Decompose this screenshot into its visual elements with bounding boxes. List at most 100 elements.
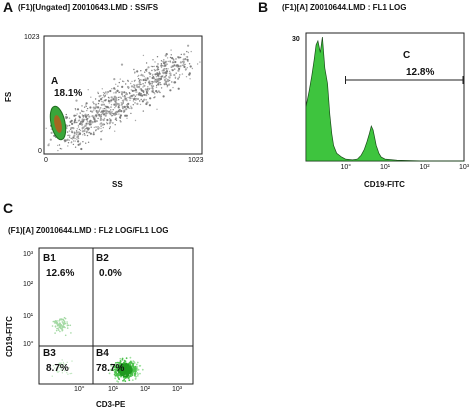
ss-fs-dot [100, 117, 102, 119]
cd3-cd19-dot [114, 377, 117, 380]
cd3-cd19-dot [61, 359, 63, 361]
ss-fs-dot [116, 111, 118, 113]
cd3-cd19-dot [61, 329, 63, 332]
ss-fs-dot [85, 122, 88, 125]
ss-fs-dot [137, 75, 139, 78]
cd3-cd19-dot [66, 323, 68, 325]
cd3-cd19-dot [129, 365, 132, 368]
cd3-cd19-dot [115, 374, 118, 377]
ss-fs-dot [151, 76, 154, 80]
ss-fs-dot [79, 132, 81, 134]
ss-fs-dot [75, 114, 77, 117]
ss-fs-dot [117, 106, 120, 109]
cd3-cd19-dot [63, 322, 66, 324]
cd3-cd19-dot [57, 371, 59, 374]
ss-fs-dot [68, 136, 71, 138]
ss-fs-dot [69, 120, 72, 123]
ss-fs-dot [102, 94, 105, 96]
ss-fs-dot [148, 104, 151, 107]
ss-fs-dot [121, 99, 124, 102]
ss-fs-dot [129, 97, 131, 100]
ss-fs-dot [106, 110, 109, 113]
ss-fs-dot [136, 85, 139, 88]
ss-fs-dot [157, 63, 159, 65]
ss-fs-dot [151, 89, 154, 91]
cd3-cd19-dot [124, 363, 126, 366]
cd3-cd19-dot [66, 321, 68, 323]
ss-fs-dot [139, 100, 141, 102]
cd3-cd19-dot [117, 366, 119, 369]
ss-fs-dot [77, 143, 80, 146]
ss-fs-dot [96, 110, 100, 113]
panel-letter-b: B [258, 0, 269, 15]
ss-fs-dot [144, 88, 147, 90]
panel-a-y-tick-top: 1023 [24, 34, 40, 41]
ss-fs-dot [86, 109, 88, 112]
ss-fs-dot [156, 69, 158, 71]
ss-fs-dot [130, 105, 132, 108]
ss-fs-dot [95, 121, 97, 123]
ss-fs-dot [101, 100, 103, 103]
cd3-cd19-dot [59, 324, 61, 327]
ss-fs-dot [121, 93, 123, 96]
ss-fs-dot [74, 109, 77, 111]
ss-fs-dot [60, 148, 63, 150]
ss-fs-dot [77, 124, 80, 127]
ss-fs-dot [133, 68, 135, 71]
panel-c-x-tick: 10¹ [108, 386, 119, 393]
ss-fs-dot [181, 73, 184, 75]
ss-fs-dot [138, 92, 141, 95]
ss-fs-dot [154, 96, 156, 98]
ss-fs-dot [85, 102, 88, 105]
ss-fs-dot [76, 121, 78, 124]
ss-fs-dot [100, 103, 103, 106]
ss-fs-dot [120, 63, 124, 66]
cd3-cd19-dot [51, 325, 54, 327]
ss-fs-dot [151, 90, 154, 93]
ss-fs-dot [149, 84, 151, 86]
cd19-fitc-histogram-area [305, 36, 464, 162]
cd3-cd19-dot [55, 369, 57, 371]
cd3-cd19-dot [56, 324, 59, 327]
ss-fs-dot [134, 88, 137, 91]
ss-fs-dot [151, 83, 153, 85]
panel-c-y-tick: 10° [23, 341, 34, 348]
ss-fs-dot [84, 124, 87, 127]
panel-c-x-tick: 10² [140, 386, 151, 393]
ss-fs-dot [142, 91, 145, 94]
ss-fs-dot [105, 108, 107, 110]
ss-fs-dot [177, 70, 179, 72]
ss-fs-dot [76, 128, 78, 130]
ss-fs-dot [182, 60, 185, 64]
ss-fs-dot [95, 119, 97, 122]
ss-fs-dot [184, 63, 186, 66]
ss-fs-dot [97, 117, 99, 120]
ss-fs-dot [168, 76, 171, 79]
ss-fs-dot [168, 83, 171, 86]
cd3-cd19-dot [58, 326, 61, 328]
ss-fs-dot [95, 110, 97, 112]
ss-fs-dot [145, 99, 148, 101]
ss-fs-dot [72, 140, 75, 142]
ss-fs-dot [144, 77, 146, 79]
ss-fs-dot [182, 58, 185, 61]
ss-fs-dot [90, 122, 92, 124]
ss-fs-dot [184, 58, 186, 60]
ss-fs-dot [63, 139, 66, 142]
ss-fs-dot [66, 125, 69, 128]
ss-fs-dot [110, 106, 112, 108]
ss-fs-dot [187, 60, 189, 62]
ss-fs-dot [172, 65, 174, 68]
ss-fs-dot [84, 115, 87, 117]
ss-fs-dot [154, 78, 156, 81]
ss-fs-dot [163, 77, 165, 79]
ss-fs-dot [121, 105, 124, 109]
panel-b-histogram [305, 32, 465, 162]
cd3-cd19-dot [54, 332, 56, 334]
cd3-cd19-dot [119, 368, 122, 371]
ss-fs-dot [47, 144, 50, 147]
ss-fs-dot [165, 68, 167, 70]
ss-fs-dot [117, 104, 120, 107]
ss-fs-dot [84, 118, 86, 121]
panel-b-x-tick: 10¹ [380, 164, 391, 171]
